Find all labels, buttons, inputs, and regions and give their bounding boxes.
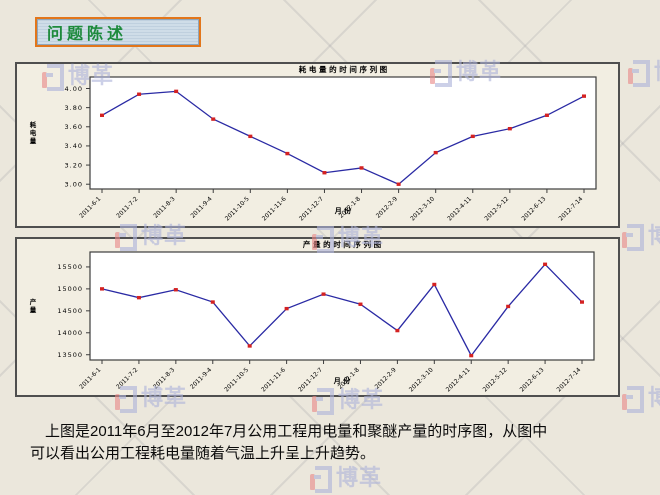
svg-text:月 份: 月 份 [334, 206, 352, 215]
caption-line-1: 上图是2011年6月至2012年7月公用工程用电量和聚醚产量的时序图，从图中 [45, 423, 548, 440]
svg-text:产: 产 [30, 297, 37, 306]
svg-text:2012-6-13: 2012-6-13 [519, 366, 546, 393]
production-timeseries-chart: 产 量 的 时 间 序 列 图 13500 14000 14500 15000 15500… [30, 239, 595, 393]
svg-text:电: 电 [30, 128, 37, 137]
svg-text:2011-6-1: 2011-6-1 [78, 366, 102, 390]
slide-title: 问题陈述 [47, 24, 128, 43]
svg-text:2011-9-4: 2011-9-4 [189, 195, 213, 219]
svg-text:15000: 15000 [57, 285, 83, 293]
svg-text:2012-7-14: 2012-7-14 [555, 366, 582, 393]
svg-text:2011-11-6: 2011-11-6 [261, 195, 288, 222]
production-timeseries-chart-frame: 产 量 的 时 间 序 列 图 13500 14000 14500 15000 15500… [15, 237, 620, 397]
svg-text:2011-8-3: 2011-8-3 [152, 195, 176, 219]
svg-text:2012-6-13: 2012-6-13 [520, 195, 547, 222]
svg-text:3.20: 3.20 [65, 161, 83, 169]
svg-text:3.40: 3.40 [65, 142, 83, 150]
caption: 上图是2011年6月至2012年7月公用工程用电量和聚醚产量的时序图，从图中 可… [30, 421, 642, 465]
brand-logo-icon [310, 466, 333, 493]
svg-text:2012-3-10: 2012-3-10 [408, 366, 435, 393]
svg-text:2011-8-3: 2011-8-3 [152, 366, 176, 390]
svg-text:2011-6-1: 2011-6-1 [78, 195, 102, 219]
svg-text:月 份: 月 份 [333, 376, 351, 385]
brand-watermark: 博革 [310, 466, 382, 493]
svg-text:2011-7-2: 2011-7-2 [115, 195, 139, 219]
brand-logo-icon [622, 386, 645, 413]
svg-text:14000: 14000 [57, 329, 83, 337]
electricity-timeseries-chart: 耗 电 量 的 时 间 序 列 图 3.00 3.20 3.40 3.60 3.80 4.0… [30, 64, 597, 222]
svg-text:2012-2-9: 2012-2-9 [375, 195, 399, 219]
svg-text:2011-12-7: 2011-12-7 [298, 195, 325, 222]
brand-watermark: 博革 [622, 224, 660, 251]
svg-text:2011-9-4: 2011-9-4 [189, 366, 213, 390]
svg-text:2011-10-5: 2011-10-5 [223, 366, 250, 393]
svg-text:2012-7-14: 2012-7-14 [557, 195, 584, 222]
svg-text:耗 电 量 的 时 间 序 列 图: 耗 电 量 的 时 间 序 列 图 [299, 64, 388, 74]
brand-watermark: 博革 [628, 60, 660, 87]
svg-text:2012-5-12: 2012-5-12 [482, 366, 509, 393]
svg-text:2011-10-5: 2011-10-5 [224, 195, 251, 222]
svg-text:15500: 15500 [57, 263, 83, 271]
svg-text:3.80: 3.80 [65, 104, 83, 112]
svg-text:2011-7-2: 2011-7-2 [115, 366, 139, 390]
svg-text:2012-4-11: 2012-4-11 [446, 195, 473, 222]
svg-text:2012-3-10: 2012-3-10 [409, 195, 436, 222]
svg-text:产 量 的 时 间 序 列 图: 产 量 的 时 间 序 列 图 [303, 239, 382, 249]
caption-line-2: 可以看出公用工程耗电量随着气温上升呈上升趋势。 [30, 444, 376, 462]
svg-text:14500: 14500 [57, 307, 83, 315]
svg-text:13500: 13500 [57, 351, 83, 359]
svg-text:2012-5-12: 2012-5-12 [483, 195, 510, 222]
brand-watermark: 博革 [622, 386, 660, 413]
svg-text:耗: 耗 [30, 120, 37, 129]
svg-text:3.60: 3.60 [65, 123, 83, 131]
svg-text:量: 量 [30, 305, 37, 314]
svg-text:2011-12-7: 2011-12-7 [297, 366, 324, 393]
svg-text:3.00: 3.00 [65, 181, 83, 189]
svg-text:量: 量 [30, 136, 37, 145]
svg-text:2012-2-9: 2012-2-9 [374, 366, 398, 390]
svg-text:4.00: 4.00 [65, 85, 83, 93]
electricity-timeseries-chart-frame: 耗 电 量 的 时 间 序 列 图 3.00 3.20 3.40 3.60 3.80 4.0… [15, 62, 620, 228]
slide-title-box: 问题陈述 [35, 17, 201, 47]
brand-logo-icon [628, 60, 651, 87]
svg-text:2012-4-11: 2012-4-11 [445, 366, 472, 393]
svg-text:2011-11-6: 2011-11-6 [260, 366, 287, 393]
brand-logo-icon [622, 224, 645, 251]
